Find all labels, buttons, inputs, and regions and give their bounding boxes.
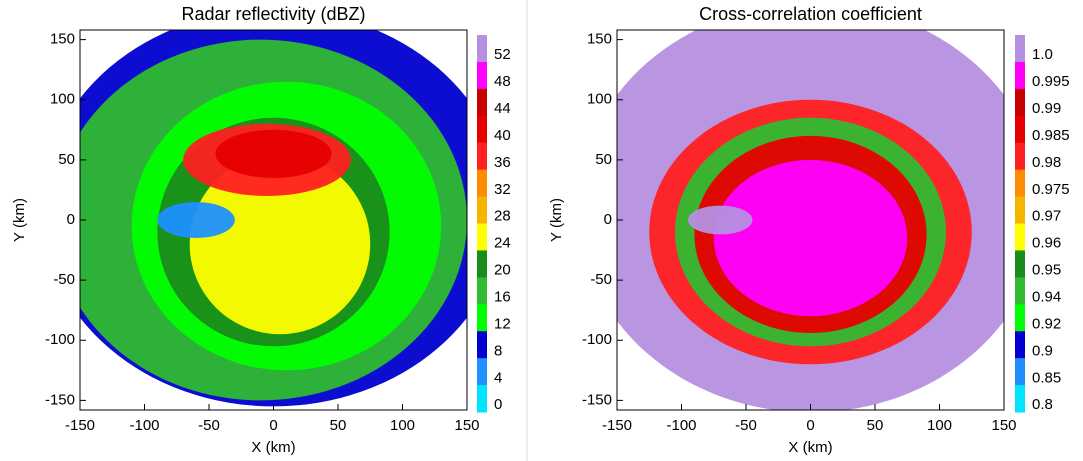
echo-field <box>80 30 467 407</box>
colorbar-block <box>477 223 487 251</box>
colorbar-block <box>1015 142 1025 171</box>
colorbar-label: 0.99 <box>1032 100 1061 117</box>
colorbar-block <box>1015 196 1025 224</box>
y-tick-label: -50 <box>53 271 75 288</box>
colorbar-label: 0.92 <box>1032 315 1061 332</box>
colorbar-block <box>477 196 487 224</box>
colorbar-label: 32 <box>494 181 511 198</box>
x-tick-label: -100 <box>129 417 159 434</box>
colorbar-block <box>477 304 487 332</box>
colorbar-label: 16 <box>494 289 511 306</box>
colorbar-label: 0.98 <box>1032 154 1061 171</box>
x-tick-label: 100 <box>927 417 952 434</box>
y-tick-label: 50 <box>595 151 612 168</box>
colorbar-label: 44 <box>494 100 511 117</box>
echo-region <box>215 129 332 178</box>
colorbar-label: 20 <box>494 262 511 279</box>
x-tick-label: -100 <box>666 417 696 434</box>
x-tick-label: -50 <box>198 417 220 434</box>
x-tick-label: 50 <box>330 417 347 434</box>
x-tick-label: 100 <box>390 417 415 434</box>
colorbar-block <box>1015 250 1025 278</box>
y-tick-label: -50 <box>590 271 612 288</box>
colorbar-label: 0.96 <box>1032 235 1061 252</box>
colorbar-label: 1.0 <box>1032 46 1053 63</box>
colorbar-label: 12 <box>494 315 511 332</box>
x-tick-label: 50 <box>867 417 884 434</box>
y-tick-label: 0 <box>604 211 612 228</box>
colorbar-label: 40 <box>494 127 511 144</box>
colorbar-label: 24 <box>494 235 511 252</box>
colorbar-block <box>477 385 487 413</box>
y-tick-label: 150 <box>50 31 75 48</box>
y-tick-label: 0 <box>67 211 75 228</box>
colorbar-block <box>1015 115 1025 144</box>
colorbar-block <box>1015 277 1025 305</box>
x-axis-label: X (km) <box>788 439 832 456</box>
colorbar-label: 0.8 <box>1032 396 1053 413</box>
colorbar-block <box>1015 61 1025 90</box>
colorbar-block <box>1015 35 1025 63</box>
colorbar-label: 36 <box>494 154 511 171</box>
y-tick-label: -100 <box>45 331 75 348</box>
y-axis-label: Y (km) <box>11 198 28 242</box>
colorbar-label: 0.9 <box>1032 342 1053 359</box>
colorbar-block <box>477 35 487 63</box>
colorbar-block <box>1015 331 1025 359</box>
y-tick-label: 50 <box>58 151 75 168</box>
colorbar-label: 48 <box>494 73 511 90</box>
colorbar-label: 0.97 <box>1032 208 1061 225</box>
colorbar-label: 0.985 <box>1032 127 1070 144</box>
colorbar-label: 0.975 <box>1032 181 1070 198</box>
chart-title: Radar reflectivity (dBZ) <box>181 4 365 24</box>
colorbar-label: 0.995 <box>1032 73 1070 90</box>
colorbar-block <box>477 277 487 305</box>
x-tick-label: -150 <box>602 417 632 434</box>
colorbar-block <box>477 88 487 117</box>
colorbar-block <box>1015 169 1025 198</box>
x-tick-label: 0 <box>806 417 814 434</box>
y-axis-label: Y (km) <box>548 198 565 242</box>
y-tick-label: 100 <box>50 91 75 108</box>
colorbar-label: 0.85 <box>1032 369 1061 386</box>
y-tick-label: -150 <box>45 391 75 408</box>
colorbar-block <box>477 250 487 278</box>
x-tick-label: 150 <box>991 417 1016 434</box>
colorbar-label: 28 <box>494 208 511 225</box>
chart-title: Cross-correlation coefficient <box>699 4 922 24</box>
x-tick-label: 150 <box>454 417 479 434</box>
colorbar-label: 0.95 <box>1032 262 1061 279</box>
colorbar-block <box>477 358 487 386</box>
colorbar-block <box>1015 88 1025 117</box>
y-tick-label: 100 <box>587 91 612 108</box>
x-tick-label: -50 <box>735 417 757 434</box>
colorbar-label: 52 <box>494 46 511 63</box>
x-tick-label: -150 <box>65 417 95 434</box>
colorbar-block <box>1015 385 1025 413</box>
echo-region <box>687 205 753 235</box>
colorbar-label: 4 <box>494 369 502 386</box>
echo-region <box>157 201 235 239</box>
colorbar-label: 0.94 <box>1032 289 1061 306</box>
colorbar-block <box>477 169 487 198</box>
echo-region <box>713 159 908 317</box>
colorbar-block <box>1015 223 1025 251</box>
y-tick-label: -150 <box>582 391 612 408</box>
colorbar-block <box>1015 358 1025 386</box>
colorbar-block <box>477 331 487 359</box>
y-tick-label: 150 <box>587 31 612 48</box>
echo-field <box>617 30 1004 410</box>
echo-region <box>189 153 371 335</box>
colorbar-block <box>1015 304 1025 332</box>
colorbar-block <box>477 142 487 171</box>
colorbar-block <box>477 115 487 144</box>
x-axis-label: X (km) <box>251 439 295 456</box>
colorbar-label: 8 <box>494 342 502 359</box>
colorbar-label: 0 <box>494 396 502 413</box>
x-tick-label: 0 <box>269 417 277 434</box>
y-tick-label: -100 <box>582 331 612 348</box>
colorbar-block <box>477 61 487 90</box>
